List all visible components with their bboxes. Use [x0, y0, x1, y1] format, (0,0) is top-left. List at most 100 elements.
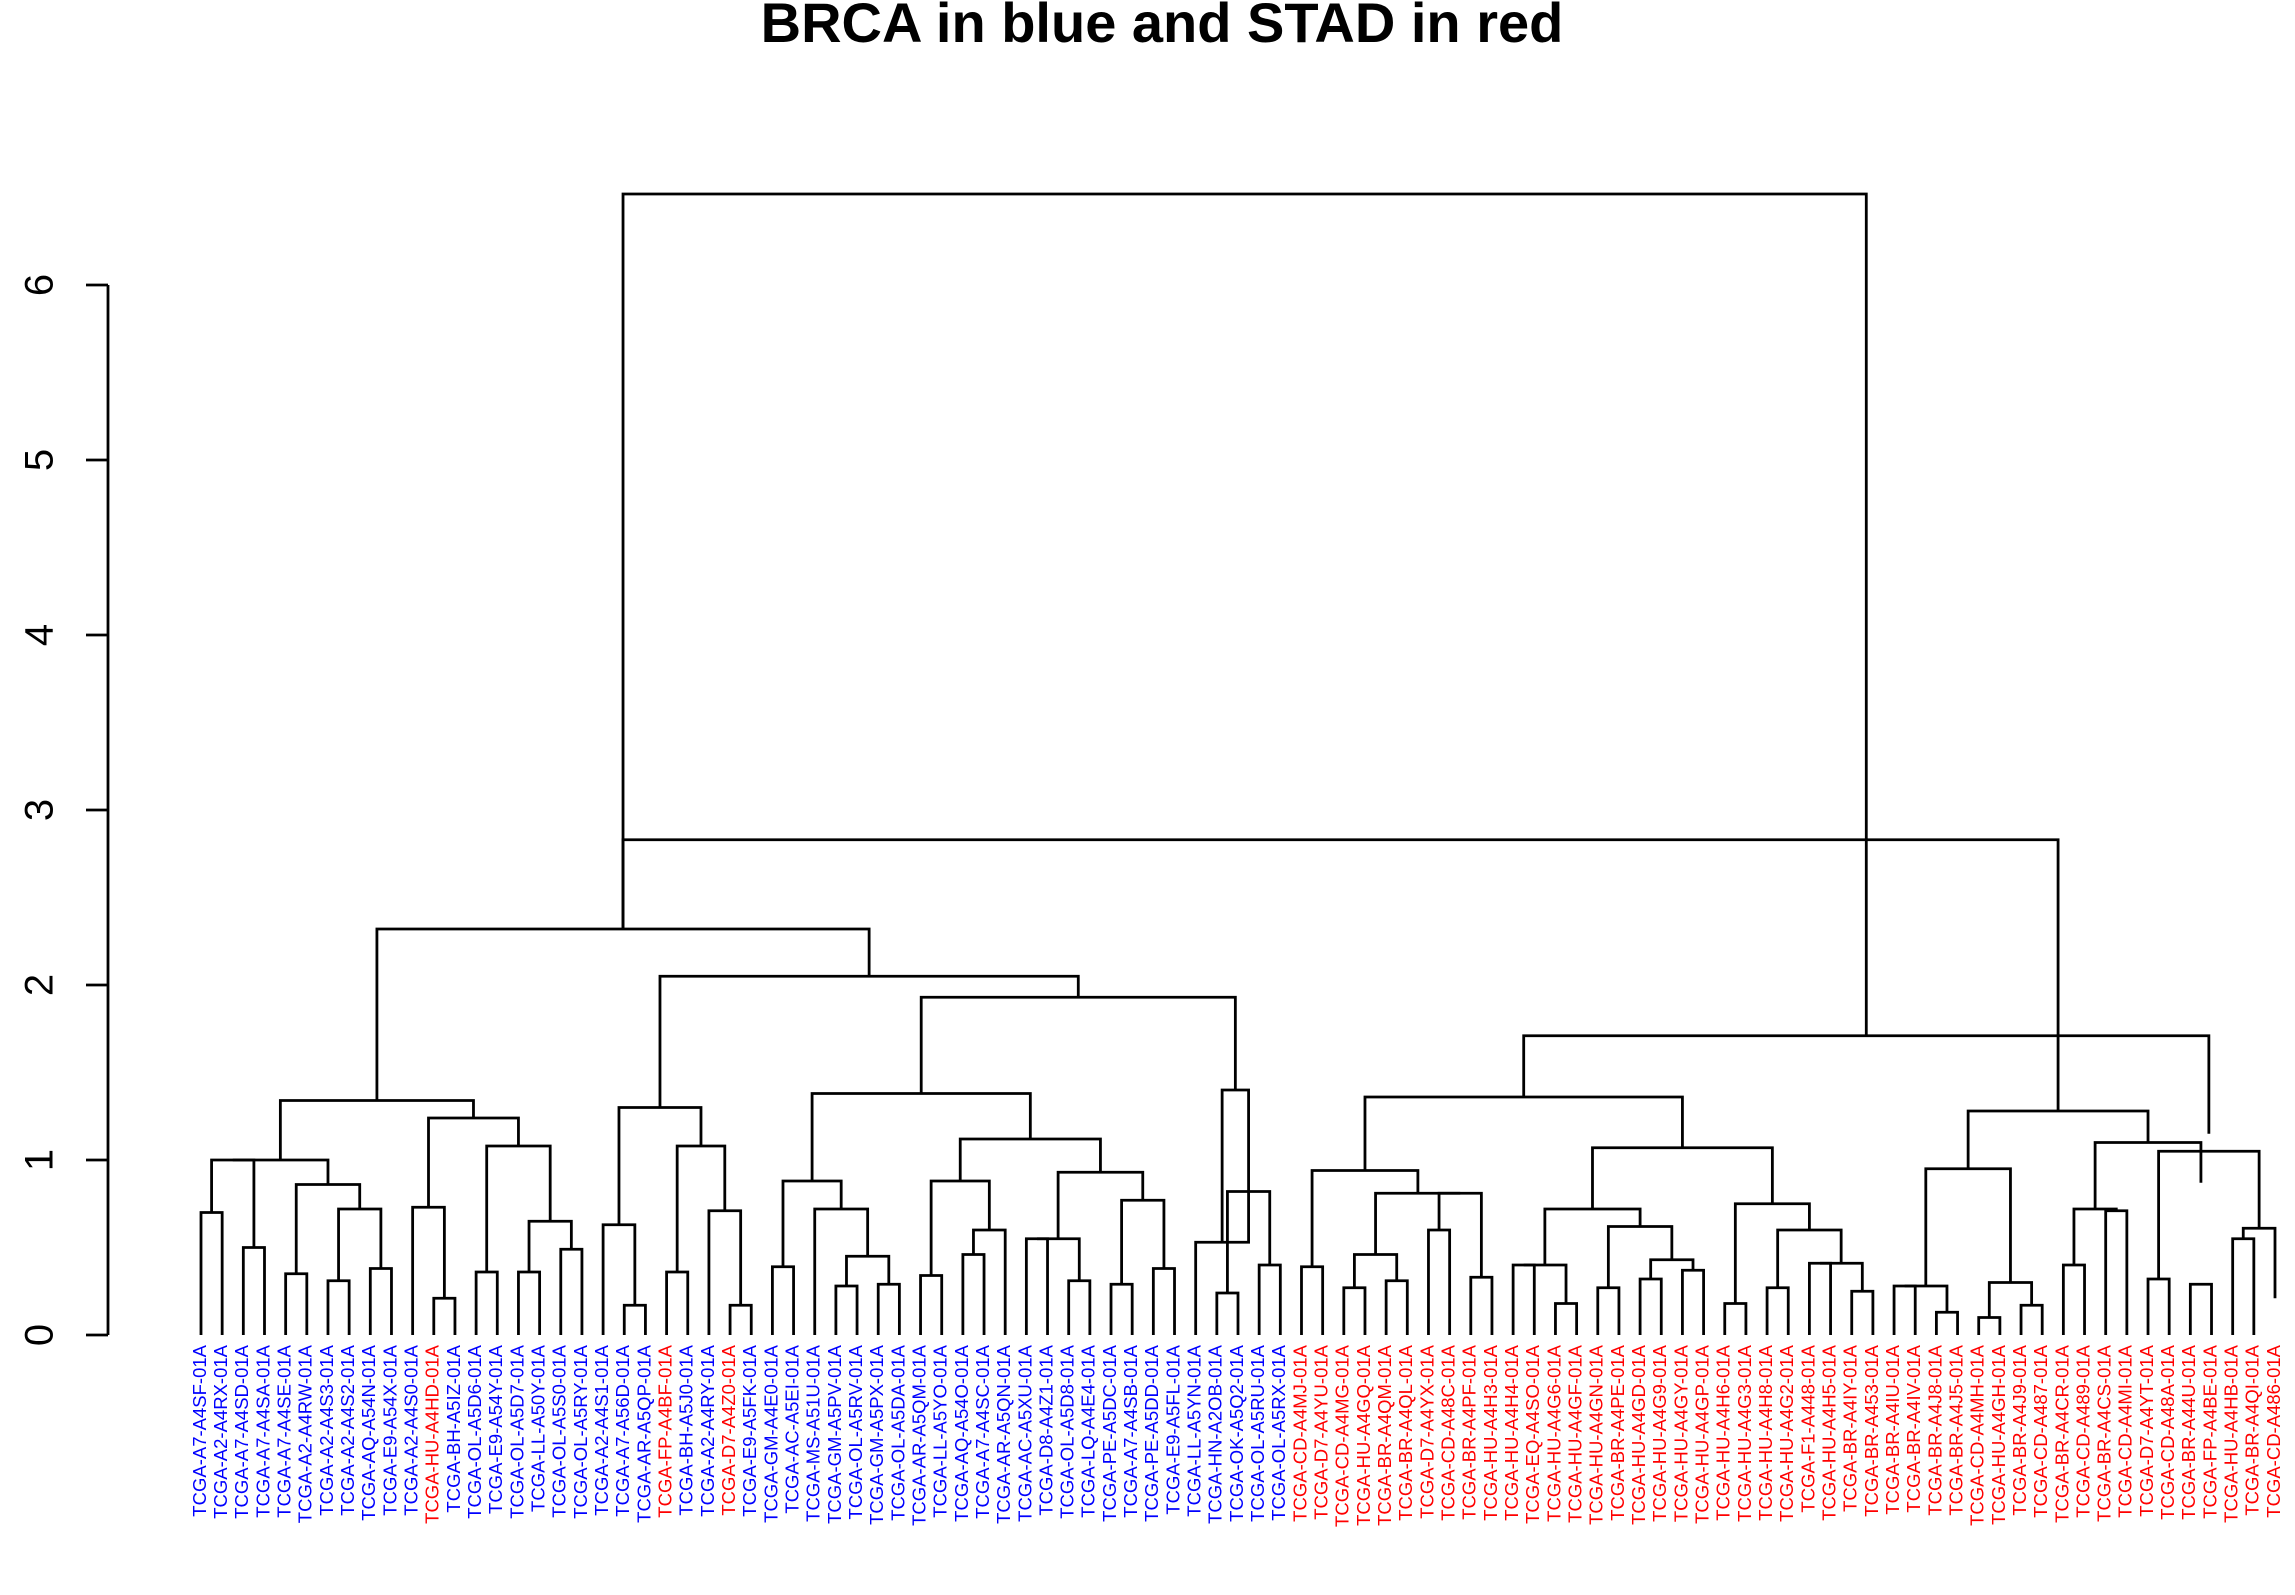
leaf-label: TCGA-OL-A5DA-01A: [887, 1344, 908, 1520]
dendrogram-link: [1469, 1275, 1494, 1335]
dendrogram-link: [1966, 1109, 2150, 1169]
leaf-label: TCGA-BR-A4QL-01A: [1395, 1344, 1416, 1520]
dendrogram-link: [1353, 1253, 1399, 1288]
dendrogram-link: [1596, 1286, 1621, 1335]
y-tick-label: 2: [18, 974, 62, 996]
leaf-label: TCGA-GM-A5PX-01A: [866, 1344, 887, 1525]
dendrogram-link: [1924, 1167, 2012, 1286]
dendrogram-link: [1765, 1286, 1790, 1335]
leaf-label: TCGA-OK-A5Q2-01A: [1226, 1344, 1247, 1521]
dendrogram-link: [876, 1282, 901, 1335]
dendrogram-link: [665, 1270, 690, 1335]
leaf-label: TCGA-E9-A54Y-01A: [485, 1344, 506, 1514]
dendrogram-link: [1934, 1310, 1959, 1335]
dendrogram-link: [1437, 1191, 1483, 1278]
dendrogram-link: [2072, 1207, 2118, 1265]
dendrogram-link: [1723, 1302, 1748, 1335]
leaf-label: TCGA-BR-A44U-01A: [2178, 1344, 2199, 1519]
leaf-label: TCGA-CD-A487-01A: [2030, 1344, 2051, 1517]
dendrogram-link: [845, 1254, 891, 1286]
leaf-label: TCGA-CD-A48A-01A: [2157, 1344, 2178, 1519]
leaf-label: TCGA-D7-A4YU-01A: [1311, 1344, 1332, 1519]
dendrogram-link: [1067, 1279, 1092, 1335]
leaf-label: TCGA-BR-A4CS-01A: [2094, 1344, 2115, 1521]
dendrogram-link: [432, 1296, 457, 1335]
dendrogram-link: [1808, 1261, 1832, 1335]
dendrogram-link: [1523, 1263, 1568, 1304]
dendrogram-link: [919, 995, 1237, 1094]
dendrogram-link: [961, 1253, 986, 1335]
leaf-label: TCGA-FP-A4BF-01A: [654, 1344, 675, 1517]
leaf-label: TCGA-AQ-A54N-01A: [358, 1344, 379, 1520]
dendrogram-link: [294, 1183, 362, 1274]
leaf-label: TCGA-OL-A5D8-01A: [1057, 1344, 1078, 1518]
dendrogram-link: [1511, 1263, 1536, 1335]
dendrogram-link: [1987, 1281, 2034, 1318]
dendrogram-link: [601, 1223, 637, 1335]
leaf-label: TCGA-AR-A5QP-01A: [633, 1344, 654, 1523]
leaf-label: TCGA-BR-A4QM-01A: [1374, 1344, 1395, 1526]
leaf-label: TCGA-A7-A4SF-01A: [189, 1344, 210, 1516]
dendrogram-link: [810, 1092, 1032, 1181]
dendrogram-link: [834, 1284, 859, 1335]
leaf-label: TCGA-HU-A4GF-01A: [1565, 1344, 1586, 1522]
dendrogram-link: [517, 1270, 542, 1335]
dendrogram-link: [1215, 1291, 1240, 1335]
dendrogram-link: [972, 1228, 1007, 1335]
dendrogram-link: [1363, 1095, 1684, 1171]
leaf-label: TCGA-D7-A4YX-01A: [1416, 1344, 1437, 1518]
leaf-label: TCGA-E9-A5FK-01A: [739, 1344, 760, 1516]
dendrogram-link: [199, 1211, 224, 1335]
leaf-label: TCGA-AC-A5XU-01A: [1014, 1344, 1035, 1521]
leaf-label: TCGA-BR-A4CR-01A: [2051, 1344, 2072, 1522]
leaf-label: TCGA-OL-A5RV-01A: [845, 1344, 866, 1519]
leaf-label: TCGA-D7-A4Z0-01A: [718, 1344, 739, 1515]
dendrogram-link: [1151, 1267, 1176, 1335]
y-tick-label: 5: [18, 449, 62, 471]
leaf-label: TCGA-BR-A4IY-01A: [1840, 1344, 1861, 1512]
dendrogram-link: [1342, 1286, 1367, 1335]
dendrogram-link: [1819, 1261, 1864, 1292]
dendrogram-link: [1024, 1237, 1049, 1335]
leaf-label: TCGA-D7-A4YT-01A: [2136, 1344, 2157, 1516]
leaf-label: TCGA-HU-A4GD-01A: [1628, 1344, 1649, 1525]
dendrogram-link: [337, 1207, 383, 1281]
dendrogram-link: [278, 1099, 475, 1160]
dendrogram-link: [2104, 1209, 2129, 1335]
leaf-label: TCGA-A7-A4SA-01A: [252, 1344, 273, 1517]
dendrogram-link: [474, 1270, 499, 1335]
y-axis: 0 1 2 3 4 5 6: [18, 274, 110, 1346]
dendrogram-link: [813, 1207, 870, 1335]
leaf-label: TCGA-AR-A5QM-01A: [908, 1344, 929, 1526]
dendrogram-link: [1257, 1263, 1282, 1335]
dendrogram-link: [559, 1247, 584, 1335]
leaf-label: TCGA-D8-A4Z1-01A: [1035, 1344, 1056, 1515]
leaf-label: TCGA-PE-A5DC-01A: [1099, 1344, 1120, 1521]
leaf-label: TCGA-CD-A486-01A: [2263, 1344, 2284, 1517]
leaf-label: TCGA-CD-A4MG-01A: [1332, 1344, 1353, 1527]
leaf-label: TCGA-A7-A56D-01A: [612, 1344, 633, 1516]
leaf-label: TCGA-BR-A4PE-01A: [1607, 1344, 1628, 1520]
leaf-label: TCGA-A2-A4S1-01A: [591, 1344, 612, 1515]
leaf-label: TCGA-HU-A4H8-01A: [1755, 1344, 1776, 1520]
leaf-label: TCGA-BR-A4J8-01A: [1924, 1344, 1945, 1515]
leaf-label: TCGA-HU-A4GH-01A: [1988, 1344, 2009, 1525]
leaf-label: TCGA-A2-A4RW-01A: [295, 1344, 316, 1523]
leaf-label: TCGA-BH-A5J0-01A: [676, 1344, 697, 1515]
leaf-label: TCGA-PE-A5DD-01A: [1141, 1344, 1162, 1521]
dendrogram-link: [1904, 1284, 1949, 1313]
dendrogram-link: [617, 1106, 703, 1225]
leaf-label: TCGA-A2-A4RY-01A: [697, 1344, 718, 1516]
leaf-label: TCGA-LQ-A4E4-01A: [1078, 1344, 1099, 1517]
leaf-label: TCGA-BR-A4J9-01A: [2009, 1344, 2030, 1515]
chart-title: BRCA in blue and STAD in red: [761, 0, 1564, 54]
leaf-label: TCGA-E9-A54X-01A: [379, 1344, 400, 1515]
leaf-label: TCGA-HU-A4GN-01A: [1586, 1344, 1607, 1525]
leaf-label: TCGA-BR-A4IU-01A: [1882, 1344, 1903, 1514]
leaf-label: TCGA-A2-A4RX-01A: [210, 1344, 231, 1518]
leaf-labels: TCGA-A7-A4SF-01A TCGA-A2-A4RX-01A TCGA-A7-…: [189, 1344, 2284, 1527]
leaf-label: TCGA-BR-A4PF-01A: [1459, 1344, 1480, 1519]
dendrogram-link: [1554, 1302, 1579, 1335]
y-tick-label: 0: [18, 1324, 62, 1346]
dendrogram-link: [326, 1279, 351, 1335]
